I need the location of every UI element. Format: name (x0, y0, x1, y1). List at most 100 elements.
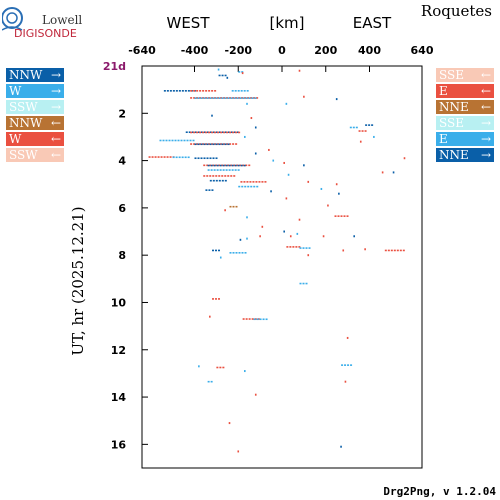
drift-segment-dash (210, 164, 213, 167)
drift-segment-dash (169, 156, 172, 158)
legend-left-item: W ← (6, 132, 64, 146)
drift-segment-dash (232, 205, 235, 208)
drift-segment-dash (340, 215, 343, 217)
y-tick-label: 12 (111, 344, 126, 357)
drift-point (254, 126, 257, 129)
drift-segment-dash (212, 157, 215, 160)
drift-segment-dash (223, 97, 226, 99)
drift-segment-dash (247, 97, 250, 99)
drift-segment-dash (262, 318, 265, 321)
drift-segment-dash (289, 246, 292, 248)
arrow-icon: → (50, 84, 61, 98)
drift-point (209, 315, 211, 318)
drift-segment-dash (207, 164, 210, 167)
drift-segment-dash (212, 164, 215, 167)
drift-segment-dash (211, 143, 214, 145)
drift-segment-dash (194, 131, 197, 134)
y-tick-label: 2 (118, 107, 126, 120)
y-tick-label: 4 (118, 155, 126, 168)
drift-segment-dash (222, 169, 225, 171)
drift-point (353, 235, 355, 238)
drift-segment-dash (215, 143, 218, 146)
drift-segment-dash (232, 131, 235, 134)
drift-segment-dash (193, 90, 196, 92)
drift-segment-dash (240, 164, 243, 167)
drift-segment-dash (224, 131, 227, 134)
drift-segment-dash (160, 156, 163, 158)
drift-segment-dash (172, 156, 175, 159)
drift-segment-dash (206, 143, 209, 146)
drift-segment-dash (200, 97, 203, 99)
drift-segment-dash (347, 364, 350, 366)
drift-segment-dash (299, 282, 302, 285)
drift-segment-dash (187, 156, 190, 159)
arrow-icon: → (50, 100, 61, 114)
drift-segment-dash (175, 156, 178, 159)
drift-segment-dash (218, 175, 221, 177)
drift-point (359, 140, 362, 143)
drift-segment-dash (193, 131, 196, 134)
legend-label: NNW (9, 116, 43, 130)
drift-segment-dash (214, 143, 217, 145)
day-label: 21d (103, 60, 126, 73)
legend-label: SSW (9, 148, 38, 162)
drift-segment-dash (248, 318, 251, 320)
drift-segment-dash (221, 164, 224, 167)
drift-segment-dash (224, 74, 227, 77)
drift-point (373, 135, 375, 138)
drift-segment-dash (251, 318, 254, 320)
drift-segment-dash (224, 97, 227, 99)
drift-segment-dash (246, 90, 249, 92)
drift-segment-dash (233, 164, 236, 167)
legend-left-item: W → (6, 84, 64, 98)
drift-point (254, 393, 257, 396)
drift-segment-dash (237, 90, 240, 92)
drift-segment-dash (256, 97, 259, 99)
drift-segment-dash (352, 126, 355, 129)
drift-segment-dash (233, 175, 236, 177)
legend-right: SSE ← E ← NNE ← SSE → E → NNE → (436, 68, 494, 164)
drift-segment-dash (206, 175, 209, 177)
legend-left: NNW → W → SSW → NNW ← W ← SSW ← (6, 68, 64, 164)
drift-segment-dash (178, 156, 181, 159)
drift-segment-dash (239, 164, 242, 167)
y-axis-label: UT, hr (2025.12.21) (69, 206, 87, 355)
drift-segment-dash (162, 139, 165, 142)
drift-segment-dash (168, 139, 171, 142)
drift-point (228, 422, 231, 425)
drift-segment-dash (205, 143, 208, 145)
drift-segment-dash (226, 143, 229, 145)
arrow-icon: ← (480, 100, 491, 114)
drift-segment-dash (241, 97, 244, 99)
drift-segment-dash (235, 97, 238, 99)
drift-point (272, 159, 275, 162)
drift-segment-dash (234, 164, 237, 167)
drift-segment-dash (227, 143, 230, 146)
legend-label: SSE (439, 116, 464, 130)
drift-point (335, 183, 338, 186)
drift-segment-dash (350, 364, 353, 366)
drift-segment-dash (259, 318, 262, 321)
drift-segment-dash (190, 90, 193, 92)
drift-segment-dash (229, 97, 232, 99)
legend-right-item: NNE ← (436, 100, 494, 114)
drift-point (219, 256, 222, 259)
drift-segment-dash (218, 249, 220, 252)
drift-segment-dash (154, 156, 157, 158)
drift-segment-dash (216, 169, 219, 171)
drift-segment-dash (239, 97, 242, 99)
drift-segment-dash (224, 164, 227, 167)
drift-segment-dash (251, 97, 254, 99)
drift-segment-dash (165, 139, 168, 142)
legend-left-item: SSW ← (6, 148, 64, 162)
drift-segment-dash (202, 97, 205, 99)
drift-point (327, 204, 329, 207)
x-label-east: EAST (353, 14, 392, 32)
drift-point (296, 232, 299, 235)
drift-segment-dash (203, 97, 206, 99)
drift-point (403, 157, 406, 160)
legend-left-item: NNW → (6, 68, 64, 82)
drift-segment-dash (211, 189, 214, 191)
drift-segment-dash (185, 131, 188, 134)
